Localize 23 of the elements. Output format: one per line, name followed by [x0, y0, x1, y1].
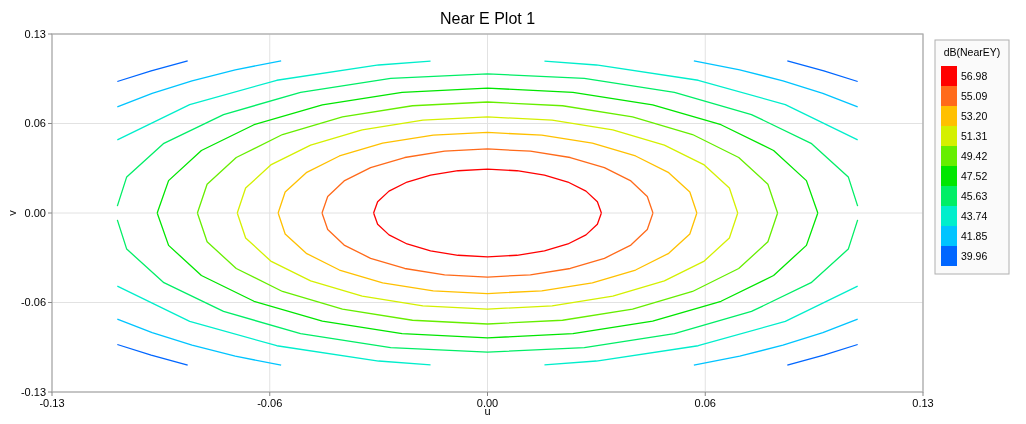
legend-label: 45.63 — [961, 189, 988, 202]
chart-title: Near E Plot 1 — [439, 10, 536, 27]
x-tick-label: 0.13 — [912, 397, 934, 409]
x-tick-label: -0.06 — [257, 397, 283, 409]
y-tick-label: 0.13 — [24, 27, 46, 40]
x-tick-label: 0.00 — [476, 397, 499, 409]
legend-label: 51.31 — [961, 129, 988, 142]
y-tick-label: -0.13 — [20, 385, 46, 398]
legend-label: 49.42 — [961, 149, 988, 162]
legend-label: 55.09 — [961, 89, 988, 102]
x-tick-label: -0.13 — [39, 397, 65, 409]
legend-label: 39.96 — [961, 249, 988, 262]
y-tick-label: 0.00 — [24, 206, 46, 219]
y-tick-label: -0.06 — [20, 296, 46, 309]
legend-title: dB(NearEY) — [943, 46, 1001, 58]
x-tick-label: 0.06 — [694, 397, 716, 409]
legend-label: 47.52 — [961, 169, 988, 182]
legend-label: 53.20 — [961, 109, 988, 122]
legend-label: 41.85 — [961, 229, 988, 242]
legend-label: 43.74 — [961, 209, 988, 222]
y-axis-title: v — [6, 209, 18, 216]
legend-label: 56.98 — [961, 69, 988, 82]
y-tick-label: 0.06 — [24, 117, 46, 130]
